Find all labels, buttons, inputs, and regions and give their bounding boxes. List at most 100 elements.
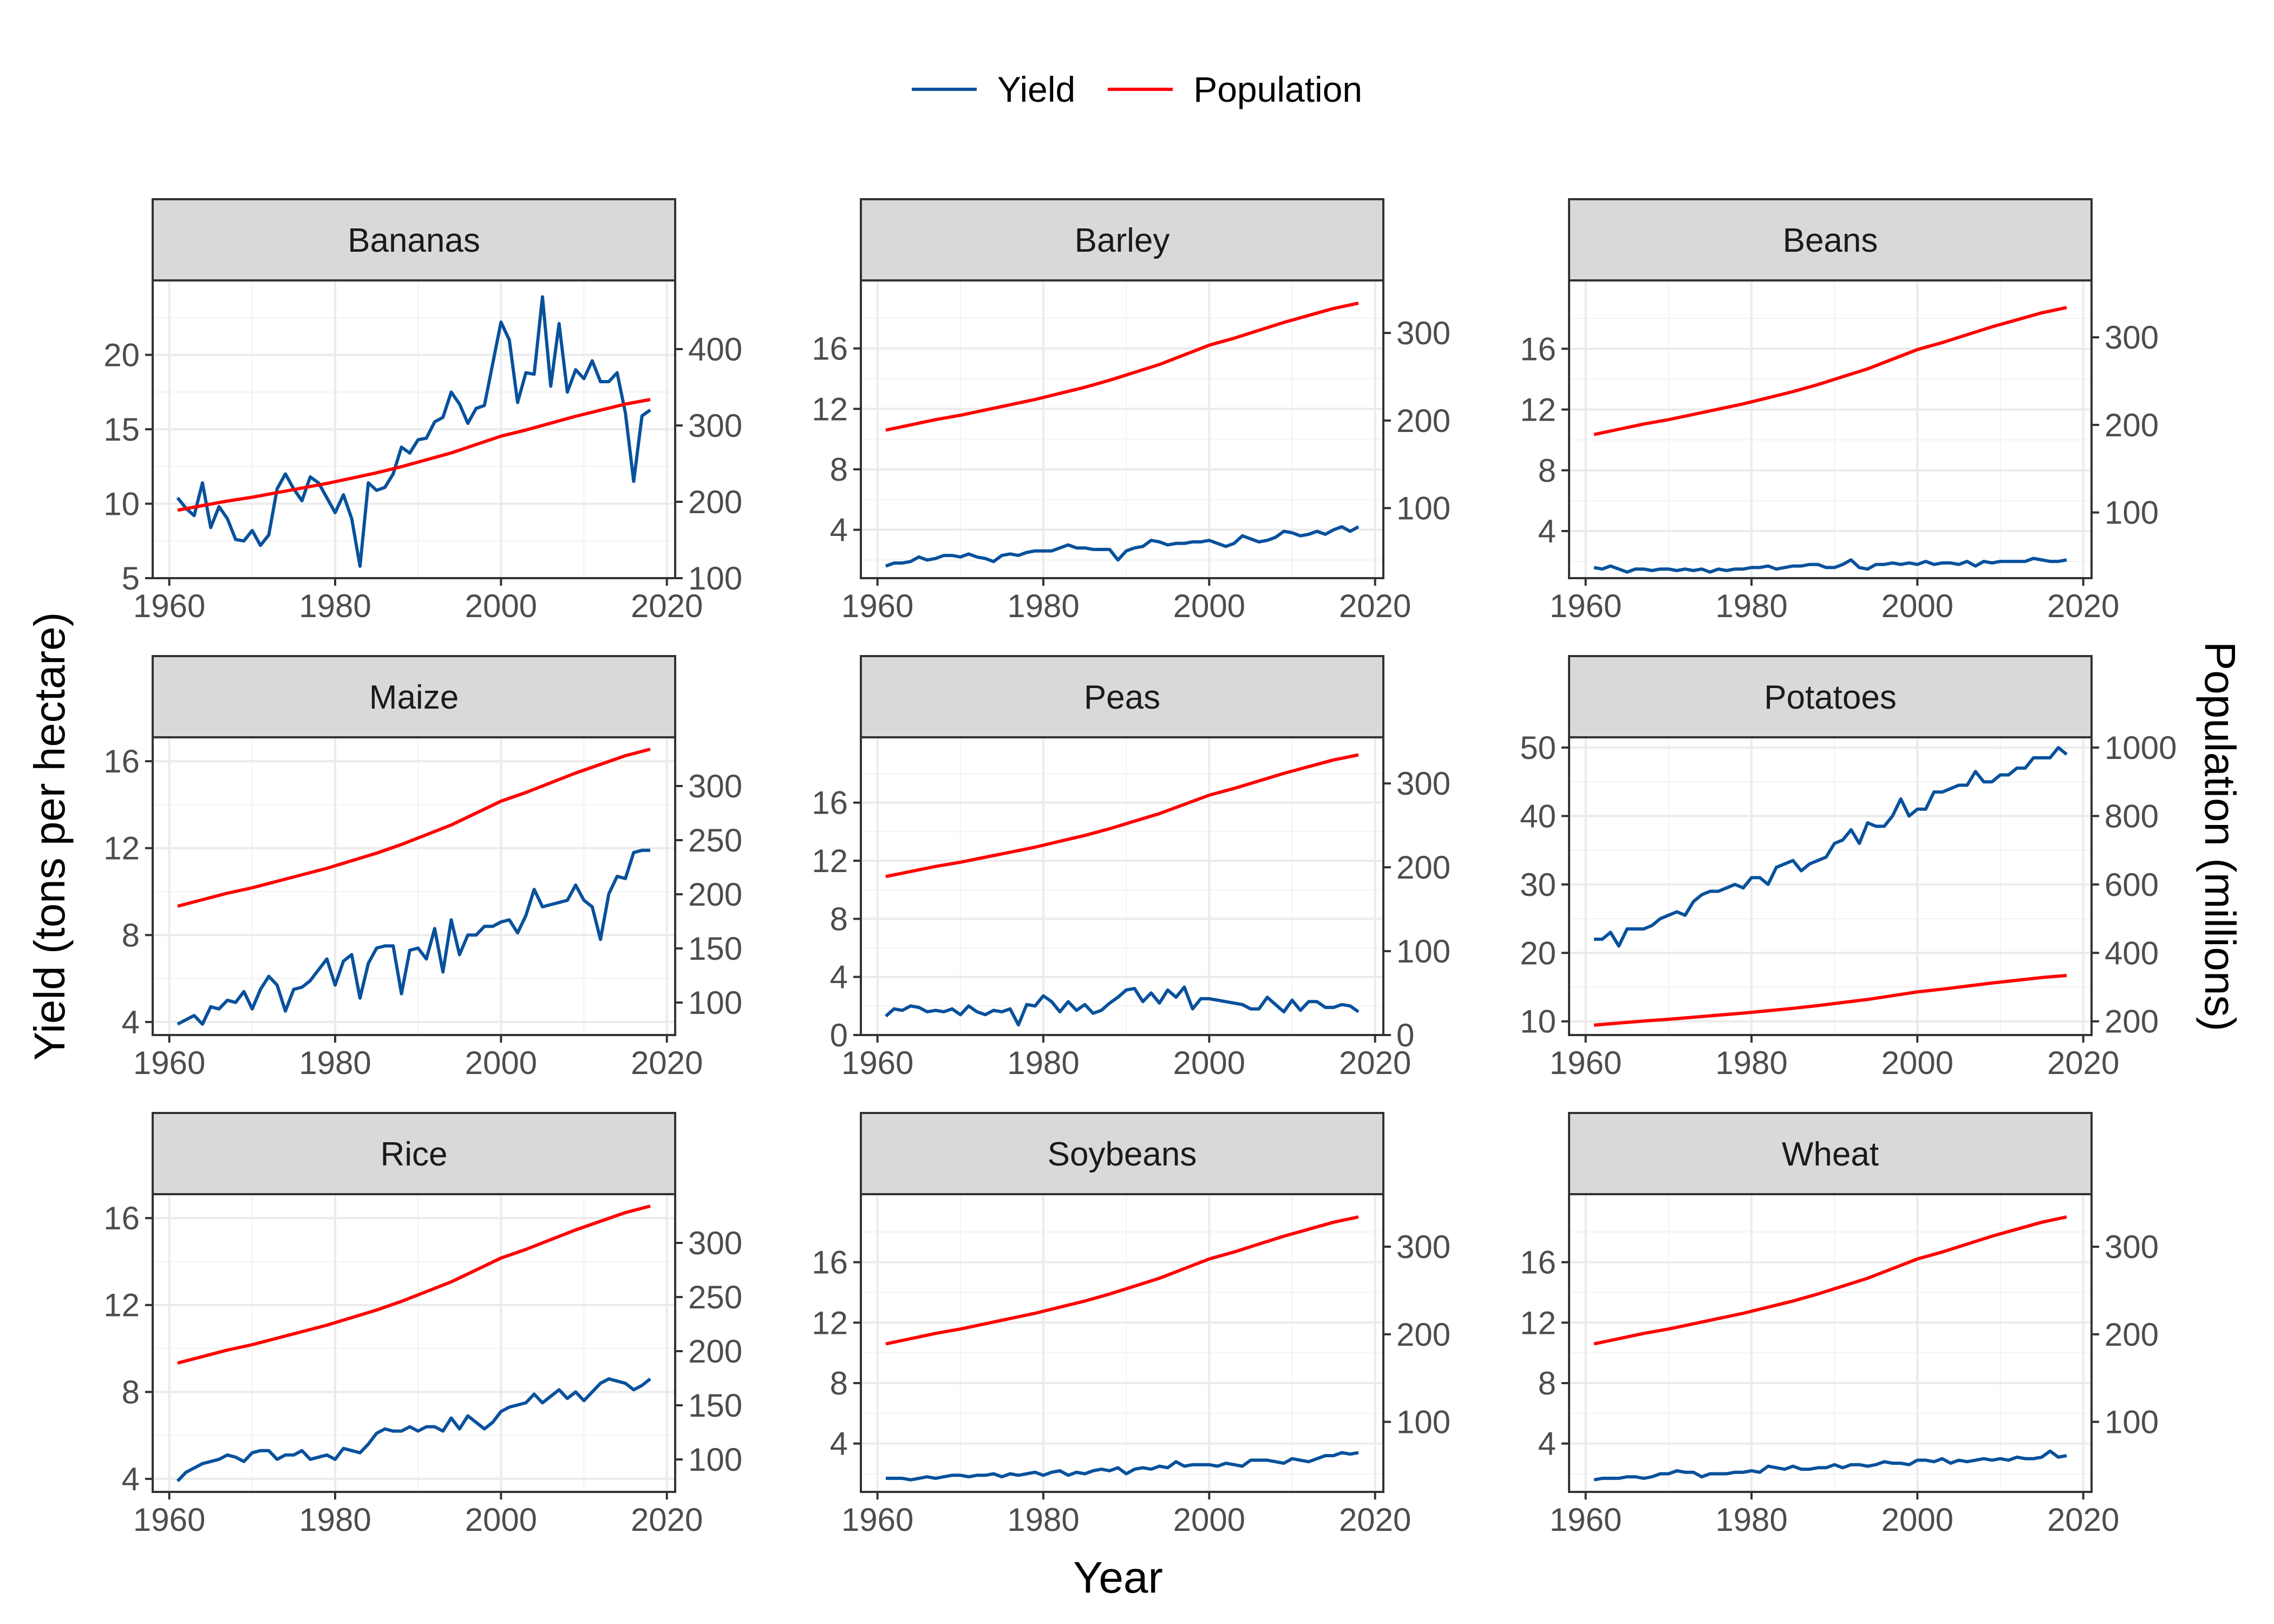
x-tick-label: 2020 <box>1339 588 1411 624</box>
y-tick-label: 4 <box>1538 1426 1556 1462</box>
panel-rice: Rice 4 8 12 16 100 150 200 250 300 1960 1980 2000 202… <box>103 1112 742 1538</box>
legend: Yield Population <box>0 65 2274 114</box>
facet-strip-bananas <box>152 198 676 281</box>
y-tick-label: 5 <box>122 560 140 597</box>
y2-tick-label: 200 <box>688 484 742 520</box>
x-tick-label: 2020 <box>631 1502 703 1538</box>
y-tick-label: 4 <box>122 1461 140 1497</box>
y2-tick-label: 100 <box>688 985 742 1021</box>
y2-tick-label: 100 <box>1396 490 1450 527</box>
y2-tick-label: 100 <box>688 560 742 597</box>
x-tick-label: 2000 <box>1173 588 1245 624</box>
y2-tick-label: 150 <box>688 1387 742 1424</box>
x-tick-label: 1980 <box>1007 588 1079 624</box>
y-tick-label: 8 <box>1538 1365 1556 1402</box>
y2-tick-label: 100 <box>688 1442 742 1478</box>
x-tick-label: 2020 <box>2047 1045 2119 1081</box>
x-tick-label: 1980 <box>299 588 371 624</box>
y-tick-label: 16 <box>103 743 140 780</box>
y2-tick-label: 300 <box>1396 1229 1450 1265</box>
y-tick-label: 15 <box>103 411 140 448</box>
x-tick-label: 1960 <box>1550 588 1622 624</box>
yield-line-rice <box>176 1377 651 1482</box>
y-tick-label: 4 <box>830 512 848 548</box>
x-tick-label: 2000 <box>1173 1502 1245 1538</box>
y2-tick-label: 100 <box>2105 495 2159 531</box>
y-tick-label: 16 <box>1520 331 1556 367</box>
y-tick-label: 20 <box>1520 935 1556 971</box>
panel-border <box>152 1193 676 1493</box>
y2-tick-label: 200 <box>2105 1004 2159 1040</box>
y2-tick-label: 1000 <box>2105 730 2177 766</box>
y-tick-label: 50 <box>1520 730 1556 766</box>
y-tick-label: 8 <box>830 901 848 937</box>
y-tick-label: 16 <box>103 1200 140 1236</box>
population-line-maize <box>177 748 651 908</box>
population-line-peas <box>885 753 1359 879</box>
y2-tick-label: 300 <box>688 408 742 444</box>
x-tick-label: 1960 <box>1550 1045 1622 1081</box>
panel-wheat: Wheat 4 8 12 16 100 200 300 1960 1980 2000 2020 <box>1520 1112 2159 1538</box>
legend-key-yield <box>911 88 977 91</box>
x-tick-label: 2020 <box>2047 588 2119 624</box>
y2-tick-label: 300 <box>1396 315 1450 351</box>
y-axis-title-left: Yield (tons per hectare) <box>25 612 74 1061</box>
facet-strip-soybeans <box>860 1112 1384 1195</box>
x-tick-label: 2020 <box>2047 1502 2119 1538</box>
x-tick-label: 1980 <box>1715 588 1787 624</box>
plot-area <box>1569 1194 2092 1492</box>
y-tick-label: 12 <box>812 843 848 879</box>
y-tick-label: 8 <box>1538 453 1556 489</box>
y-tick-label: 8 <box>122 917 140 953</box>
legend-item-yield[interactable]: Yield <box>911 69 1075 110</box>
x-tick-label: 2020 <box>631 1045 703 1081</box>
y-tick-label: 8 <box>830 451 848 488</box>
y2-tick-label: 400 <box>2105 935 2159 971</box>
y2-tick-label: 0 <box>1396 1017 1414 1053</box>
x-tick-label: 2000 <box>465 588 537 624</box>
plot-area <box>153 737 675 1035</box>
x-tick-label: 1980 <box>1007 1045 1079 1081</box>
population-line-bananas <box>177 398 651 512</box>
legend-item-population[interactable]: Population <box>1108 69 1362 110</box>
facet-title-rice: Rice <box>380 1136 447 1173</box>
panel-potatoes: Potatoes 10 20 30 40 50 200 400 600 800 1000 1960 19… <box>1520 655 2177 1081</box>
y-tick-label: 12 <box>103 1287 140 1324</box>
y-tick-label: 8 <box>122 1374 140 1410</box>
y-tick-label: 12 <box>1520 1305 1556 1341</box>
y2-tick-label: 300 <box>688 768 742 804</box>
facet-strip-wheat <box>1568 1112 2093 1195</box>
facet-title-bananas: Bananas <box>348 222 480 259</box>
facet-title-beans: Beans <box>1783 222 1878 259</box>
y2-tick-label: 200 <box>688 876 742 913</box>
x-tick-label: 1960 <box>133 1502 205 1538</box>
legend-label-population: Population <box>1193 69 1363 109</box>
y-tick-label: 10 <box>103 486 140 522</box>
plot-area <box>861 737 1383 1035</box>
x-tick-label: 2020 <box>1339 1502 1411 1538</box>
facet-title-maize: Maize <box>369 679 459 716</box>
y2-tick-label: 300 <box>2105 319 2159 356</box>
legend-key-population <box>1108 88 1173 91</box>
facet-title-soybeans: Soybeans <box>1048 1136 1197 1173</box>
population-line-soybeans <box>885 1215 1359 1346</box>
x-tick-label: 1980 <box>1007 1502 1079 1538</box>
population-line-rice <box>177 1204 651 1365</box>
x-tick-label: 1960 <box>133 1045 205 1081</box>
x-tick-label: 2000 <box>465 1045 537 1081</box>
yield-line-soybeans <box>886 1451 1359 1482</box>
x-tick-label: 1960 <box>841 1045 913 1081</box>
x-tick-label: 2000 <box>1881 1045 1953 1081</box>
y-tick-label: 4 <box>830 959 848 996</box>
y-tick-label: 16 <box>812 331 848 367</box>
x-axis-title: Year <box>1073 1553 1163 1602</box>
y2-tick-label: 300 <box>1396 765 1450 802</box>
x-tick-label: 1960 <box>841 588 913 624</box>
panel-border <box>860 279 1384 579</box>
y2-tick-label: 100 <box>1396 1404 1450 1440</box>
y-tick-label: 8 <box>830 1365 848 1402</box>
y2-tick-label: 800 <box>2105 798 2159 834</box>
plot-area <box>153 1194 675 1492</box>
facet-strip-barley <box>860 198 1384 281</box>
panel-border <box>860 1193 1384 1493</box>
